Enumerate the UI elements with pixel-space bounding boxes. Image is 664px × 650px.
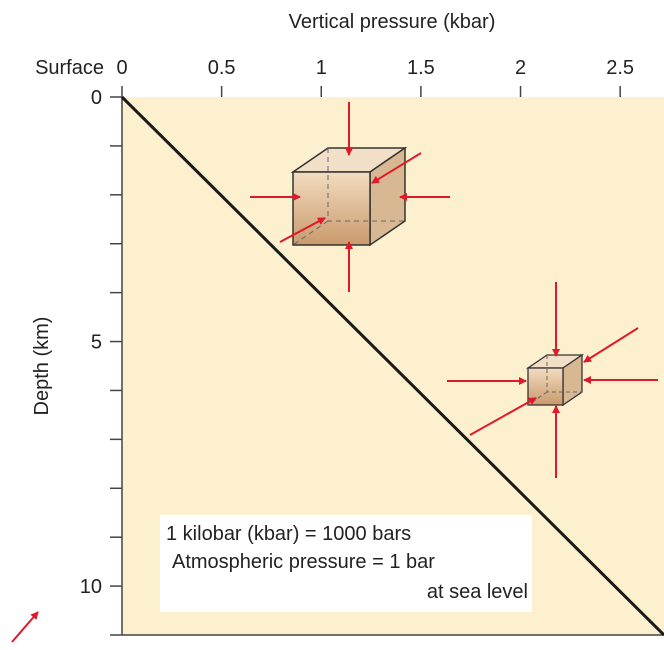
corner-arrow (11, 611, 39, 643)
x-tick-label: 2 (515, 57, 526, 79)
annotation: at sea level (427, 581, 528, 603)
annotation: 1 kilobar (kbar) = 1000 bars (166, 523, 411, 545)
x-axis-title: Vertical pressure (kbar) (289, 11, 496, 33)
x-tick-label: 0 (116, 57, 127, 79)
pressure-line (120, 95, 664, 637)
text-box: 1 kilobar (kbar) = 1000 bars Atmospheric… (160, 515, 532, 612)
x-tick-label: 1.5 (407, 57, 435, 79)
text-box-bg (160, 515, 532, 612)
x-tick-label: 1 (316, 57, 327, 79)
annotation: Atmospheric pressure = 1 bar (172, 551, 435, 573)
y-axis-title: Depth (km) (31, 317, 53, 416)
surface-label: Surface (35, 57, 104, 79)
y-tick-label: 0 (91, 87, 102, 109)
x-tick-label: 2.5 (606, 57, 634, 79)
y-tick-label: 5 (91, 332, 102, 354)
cube-large (250, 102, 450, 292)
x-tick-label: 0.5 (208, 57, 236, 79)
cube-small (447, 282, 658, 478)
y-tick-label: 10 (80, 576, 102, 598)
